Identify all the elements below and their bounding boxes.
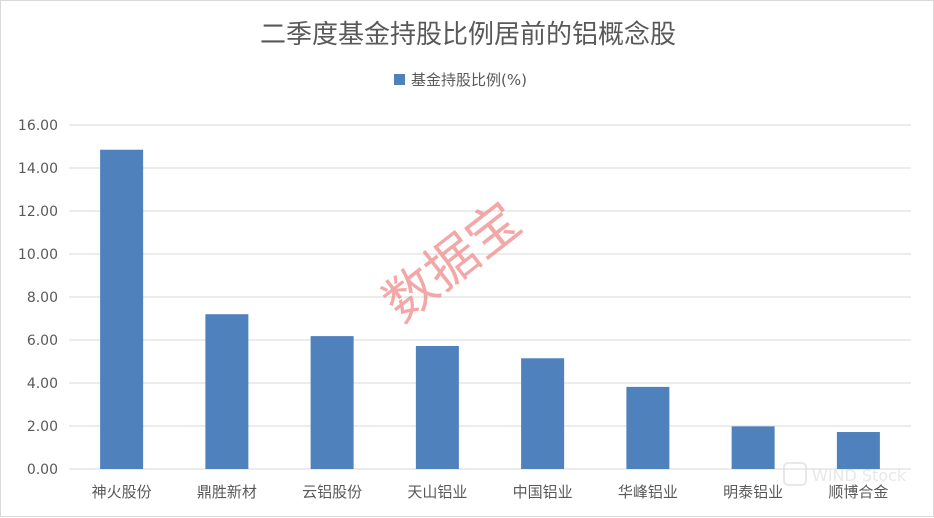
bar bbox=[521, 358, 565, 469]
brand-mark: WIND Stock bbox=[783, 462, 907, 486]
bar bbox=[731, 426, 775, 469]
y-tick-label: 4.00 bbox=[27, 376, 58, 392]
legend-swatch bbox=[394, 74, 405, 85]
chart-title: 二季度基金持股比例居前的铝概念股 bbox=[260, 20, 676, 50]
bar bbox=[100, 149, 144, 469]
y-tick-label: 8.00 bbox=[27, 290, 58, 306]
x-category-label: 天山铝业 bbox=[407, 483, 467, 501]
y-tick-label: 16.00 bbox=[18, 118, 58, 134]
legend: 基金持股比例(%) bbox=[394, 71, 527, 89]
x-category-label: 明泰铝业 bbox=[723, 483, 783, 501]
watermark-text: 数据宝 bbox=[373, 191, 533, 334]
y-tick-label: 2.00 bbox=[27, 419, 58, 435]
bar bbox=[626, 386, 670, 469]
y-tick-label: 10.00 bbox=[18, 247, 58, 263]
y-axis-ticks: 0.00 2.00 4.00 6.00 8.00 10.00 12.00 14.00 16.00 bbox=[18, 118, 58, 478]
bar bbox=[415, 346, 459, 469]
legend-label: 基金持股比例(%) bbox=[411, 71, 527, 89]
y-tick-label: 12.00 bbox=[18, 204, 58, 220]
y-tick-label: 6.00 bbox=[27, 333, 58, 349]
y-tick-label: 0.00 bbox=[27, 462, 58, 478]
brand-text: WIND Stock bbox=[812, 466, 907, 485]
gridlines bbox=[69, 124, 911, 470]
x-category-label: 华峰铝业 bbox=[618, 483, 678, 501]
x-axis-categories: 神火股份 鼎胜新材 云铝股份 天山铝业 中国铝业 华峰铝业 明泰铝业 顺博合金 bbox=[92, 483, 889, 501]
x-category-label: 云铝股份 bbox=[302, 483, 362, 501]
bars bbox=[100, 149, 880, 469]
bar bbox=[836, 432, 880, 469]
bar bbox=[310, 336, 354, 469]
x-category-label: 神火股份 bbox=[92, 483, 152, 501]
brand-logo-icon bbox=[783, 462, 807, 486]
x-category-label: 鼎胜新材 bbox=[197, 483, 257, 501]
x-category-label: 顺博合金 bbox=[828, 483, 888, 501]
bar bbox=[205, 314, 249, 469]
x-category-label: 中国铝业 bbox=[513, 483, 573, 501]
y-tick-label: 14.00 bbox=[18, 161, 58, 177]
